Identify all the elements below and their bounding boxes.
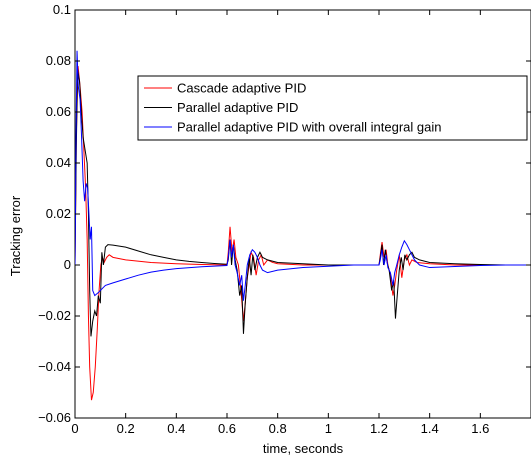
y-tick-label: 0.04 [46,155,71,170]
x-tick-label: 1.6 [471,421,489,436]
legend-entry: Parallel adaptive PID [177,100,298,115]
legend: Cascade adaptive PID Parallel adaptive PI… [137,75,528,141]
legend-box [137,75,528,141]
y-tick-label: −0.02 [38,308,71,323]
x-tick-label: 0.4 [167,421,185,436]
legend-entry: Parallel adaptive PID with overall integ… [177,120,441,135]
x-tick-label: 0.8 [269,421,287,436]
x-tick-label: 1 [325,421,332,436]
x-tick-label: 0.2 [117,421,135,436]
y-tick-label: 0.02 [46,206,71,221]
plot-area [74,9,531,419]
legend-entry: Cascade adaptive PID [177,81,306,96]
x-axis-label: time, seconds [263,441,344,456]
y-tick-label: −0.06 [38,410,71,425]
y-axis-label: Tracking error [8,195,23,276]
y-tick-label: −0.04 [38,359,71,374]
y-tick-label: 0.06 [46,104,71,119]
x-tick-label: 0 [71,421,78,436]
y-tick-label: 0.1 [53,2,71,17]
y-tick-label: 0 [64,257,71,272]
series-line-2 [75,68,531,337]
y-tick-label: 0.08 [46,53,71,68]
x-tick-label: 1.2 [370,421,388,436]
x-tick-label: 0.6 [218,421,236,436]
series-line-3 [75,50,531,301]
x-tick-label: 1.4 [421,421,439,436]
